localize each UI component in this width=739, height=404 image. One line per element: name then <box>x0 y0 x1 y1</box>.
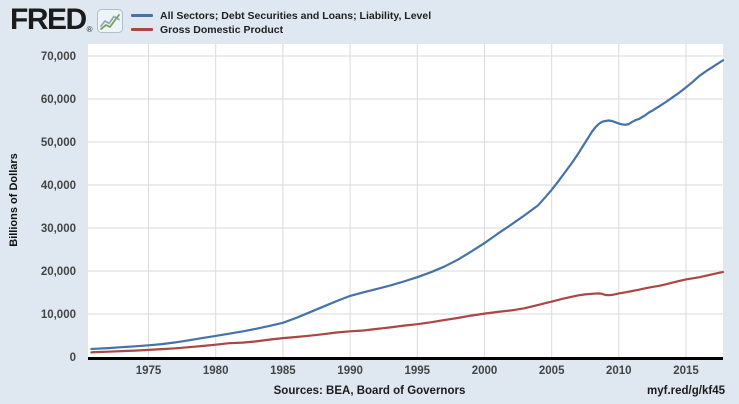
debt-series-line <box>90 59 725 351</box>
x-tick-label-2015: 2015 <box>673 365 699 377</box>
y-tick-label-50000: 50,000 <box>41 137 76 149</box>
legend-item-gdp: Gross Domestic Product <box>131 23 431 36</box>
y-tick-label-70000: 70,000 <box>41 51 76 63</box>
y-tick-label-20000: 20,000 <box>41 266 76 278</box>
gdp-line-swatch <box>131 28 153 31</box>
debt-line-swatch <box>131 14 153 17</box>
plot-area <box>88 44 723 357</box>
fred-sparkline-icon <box>96 9 123 38</box>
fred-logo: FRED ® <box>10 5 123 38</box>
short-url-label: myf.red/g/kf45 <box>647 385 725 397</box>
chart-legend: All Sectors; Debt Securities and Loans; … <box>131 9 431 37</box>
gdp-series-line <box>90 271 725 354</box>
y-tick-label-0: 0 <box>70 352 76 364</box>
x-tick-label-1990: 1990 <box>337 365 363 377</box>
y-tick-label-30000: 30,000 <box>41 223 76 235</box>
fred-logo-text: FRED <box>10 3 87 36</box>
x-tick-label-2005: 2005 <box>539 365 565 377</box>
chart-footer: Sources: BEA, Board of Governors myf.red… <box>0 385 739 399</box>
x-tick-label-1995: 1995 <box>405 365 431 377</box>
legend-item-debt: All Sectors; Debt Securities and Loans; … <box>131 9 431 22</box>
legend-label: Gross Domestic Product <box>160 23 284 36</box>
y-tick-label-40000: 40,000 <box>41 180 76 192</box>
y-axis-title: Billions of Dollars <box>8 153 20 247</box>
legend-label: All Sectors; Debt Securities and Loans; … <box>160 9 432 22</box>
x-tick-label-2000: 2000 <box>472 365 498 377</box>
x-tick-label-1975: 1975 <box>136 365 162 377</box>
y-tick-label-60000: 60,000 <box>41 94 76 106</box>
x-tick-label-1980: 1980 <box>203 365 229 377</box>
x-tick-label-1985: 1985 <box>270 365 296 377</box>
registered-trademark: ® <box>86 25 93 34</box>
y-tick-label-10000: 10,000 <box>41 309 76 321</box>
x-tick-label-2010: 2010 <box>606 365 632 377</box>
sources-label: Sources: BEA, Board of Governors <box>273 385 466 397</box>
